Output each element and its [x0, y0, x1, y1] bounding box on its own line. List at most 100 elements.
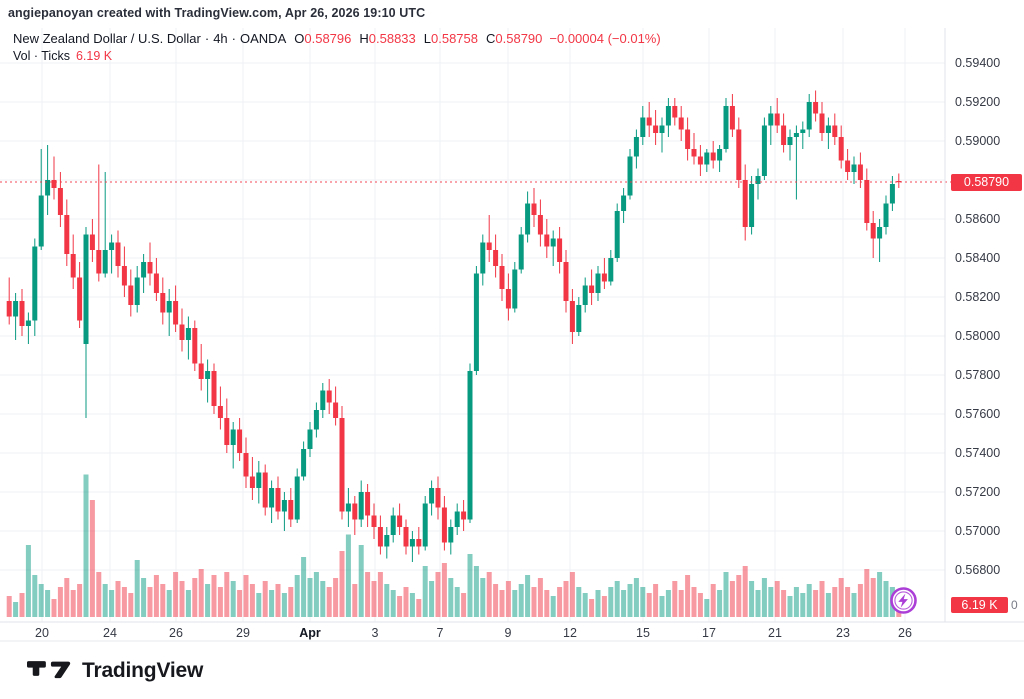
candle — [825, 117, 831, 149]
candle-body — [781, 125, 787, 145]
volume-bar — [486, 572, 492, 617]
time-tick-label: 9 — [504, 626, 512, 640]
candle — [141, 254, 147, 293]
volume-bar — [480, 578, 486, 617]
candle — [787, 129, 793, 161]
candle — [422, 496, 428, 551]
candle-body — [237, 429, 243, 453]
candle — [275, 476, 281, 520]
candle — [205, 359, 211, 403]
candle — [77, 262, 83, 328]
candle-body — [627, 156, 633, 196]
candle-body — [736, 129, 742, 180]
candle — [608, 250, 614, 286]
candle — [749, 176, 755, 235]
candle-body — [499, 266, 505, 289]
candle-body — [774, 113, 780, 126]
flash-boost-icon[interactable] — [888, 585, 919, 616]
candle — [256, 461, 262, 504]
volume-bar — [704, 599, 710, 617]
low-letter: L — [423, 31, 431, 46]
volume-bar — [173, 572, 179, 617]
candle — [793, 125, 799, 200]
time-tick-label: 23 — [836, 626, 850, 640]
candle — [45, 145, 51, 215]
candle — [845, 149, 851, 180]
candle-body — [339, 418, 345, 512]
volume-bar — [710, 584, 716, 617]
volume-bar — [493, 584, 499, 617]
volume-bar — [774, 581, 780, 617]
volume-bar — [326, 587, 332, 617]
volume-bar — [467, 554, 473, 617]
candle — [576, 297, 582, 336]
volume-bar — [224, 572, 230, 617]
candle-body — [454, 511, 460, 527]
volume-bar — [371, 581, 377, 617]
volume-bar — [70, 590, 76, 617]
candle-body — [717, 149, 723, 161]
candle — [768, 106, 774, 145]
candle — [800, 121, 806, 149]
candle — [326, 379, 332, 414]
interval-label: 4h — [213, 31, 228, 46]
candle — [38, 149, 44, 250]
volume-bar — [198, 569, 204, 617]
candle — [320, 383, 326, 418]
time-tick-label: 26 — [898, 626, 912, 640]
candle — [51, 156, 57, 200]
volume-bar — [768, 587, 774, 617]
candle-body — [550, 238, 556, 247]
candle-body — [294, 476, 300, 520]
volume-bar — [429, 581, 435, 617]
candle-body — [51, 180, 57, 188]
volume-bar — [179, 581, 185, 617]
candle-body — [800, 129, 806, 133]
candle — [544, 219, 550, 258]
candle — [185, 316, 191, 360]
candle-body — [845, 160, 851, 172]
volume-bar — [275, 584, 281, 617]
candle-body — [115, 242, 121, 266]
candle-body — [742, 180, 748, 227]
candle — [621, 188, 627, 223]
candle-body — [819, 113, 825, 133]
candle-body — [6, 301, 12, 317]
volume-bar — [550, 596, 556, 617]
candle-body — [473, 273, 479, 371]
open-letter: O — [294, 31, 305, 46]
change-value: −0.00004 (−0.01%) — [549, 31, 661, 46]
volume-bar — [499, 590, 505, 617]
candle-body — [857, 164, 863, 180]
candle-body — [441, 507, 447, 543]
candle — [627, 149, 633, 200]
price-tick-label: 0.59000 — [955, 134, 1001, 148]
candle-body — [467, 371, 473, 520]
candle — [352, 496, 358, 535]
candle — [403, 519, 409, 555]
volume-bar — [749, 581, 755, 617]
candle — [877, 219, 883, 262]
volume-bar — [416, 599, 422, 617]
candle-body — [697, 156, 703, 165]
open-value: 0.58796 — [304, 31, 352, 46]
volume-bar — [787, 596, 793, 617]
volume-bar — [141, 578, 147, 617]
price-tick-label: 0.57200 — [955, 485, 1001, 499]
candle — [755, 168, 761, 200]
candle — [761, 117, 767, 180]
candle-body — [377, 527, 383, 547]
volume-bar — [288, 587, 294, 617]
volume-bar — [313, 572, 319, 617]
volume-bar — [646, 593, 652, 617]
volume-bar — [531, 587, 537, 617]
symbol-name: New Zealand Dollar / U.S. Dollar — [13, 31, 201, 46]
volume-bar — [672, 581, 678, 617]
candle — [678, 106, 684, 141]
legend-line-1: New Zealand Dollar / U.S. Dollar · 4h · OAND… — [13, 30, 661, 47]
volume-bar — [518, 584, 524, 617]
chart-legend: New Zealand Dollar / U.S. Dollar · 4h · OAND… — [13, 30, 661, 65]
candle — [493, 234, 499, 278]
legend-separator: · — [204, 31, 210, 46]
